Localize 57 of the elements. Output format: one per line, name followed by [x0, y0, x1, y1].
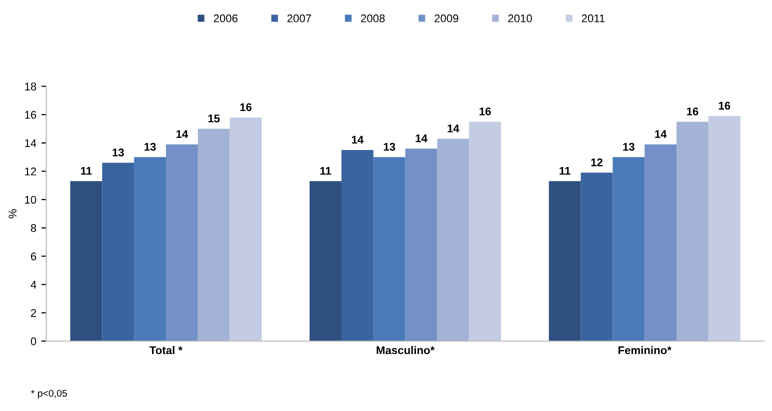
data-label: 15	[208, 114, 220, 122]
bar	[612, 157, 645, 342]
data-label: 13	[144, 142, 156, 151]
data-label: 13	[112, 148, 124, 156]
text: * p<0,05	[31, 390, 67, 399]
data-label: 11	[320, 167, 332, 175]
bar	[548, 181, 581, 342]
bar	[708, 116, 740, 342]
bar	[405, 148, 438, 342]
data-label: 12	[591, 158, 602, 166]
y-tick-label: 2	[30, 309, 36, 317]
y-tick-label: 16	[25, 110, 36, 119]
bar	[676, 122, 708, 342]
y-tick-label: 0	[30, 337, 36, 346]
data-label: 16	[687, 107, 698, 116]
bar	[437, 138, 470, 342]
y-tick-label: 4	[30, 280, 36, 289]
bar	[70, 181, 102, 342]
data-label: 14	[176, 130, 188, 138]
x-tick-label: Total *	[150, 346, 183, 354]
bar	[198, 128, 230, 342]
legend-label: 2009	[434, 14, 458, 22]
legend-label: 2006	[214, 14, 238, 22]
bar	[230, 117, 262, 342]
y-tick-label: 6	[30, 252, 36, 260]
data-label: 14	[655, 130, 667, 138]
legend-label: 2007	[287, 14, 312, 22]
bar	[166, 144, 198, 342]
y-tick-label: 14	[25, 139, 36, 147]
bar	[373, 157, 406, 342]
data-label: 16	[480, 107, 491, 116]
bar	[341, 150, 374, 342]
y-tick-label: 12	[25, 168, 36, 176]
data-label: 14	[448, 124, 460, 132]
legend-label: 2010	[508, 14, 532, 22]
bar	[102, 162, 134, 342]
legend-label: 2008	[361, 14, 385, 22]
x-tick-label: Masculino*	[376, 346, 435, 354]
y-tick-label: 18	[25, 82, 36, 90]
data-label: 11	[81, 167, 92, 175]
data-label: 14	[416, 134, 428, 142]
data-label: 14	[352, 136, 364, 144]
y-tick-label: 8	[30, 224, 36, 232]
legend-label: 2011	[582, 14, 605, 22]
y-tick-label: 10	[25, 196, 36, 204]
bar	[644, 144, 677, 342]
data-label: 11	[560, 167, 570, 175]
data-label: 13	[623, 142, 634, 151]
data-label: 16	[240, 103, 252, 112]
data-label: 13	[384, 142, 396, 151]
bar	[580, 172, 613, 342]
bar	[469, 122, 502, 342]
bar	[134, 157, 166, 342]
x-tick-label: Feminino*	[618, 346, 672, 354]
y-axis-title: %	[8, 209, 16, 218]
data-label: 16	[718, 102, 730, 110]
bar	[310, 181, 342, 342]
